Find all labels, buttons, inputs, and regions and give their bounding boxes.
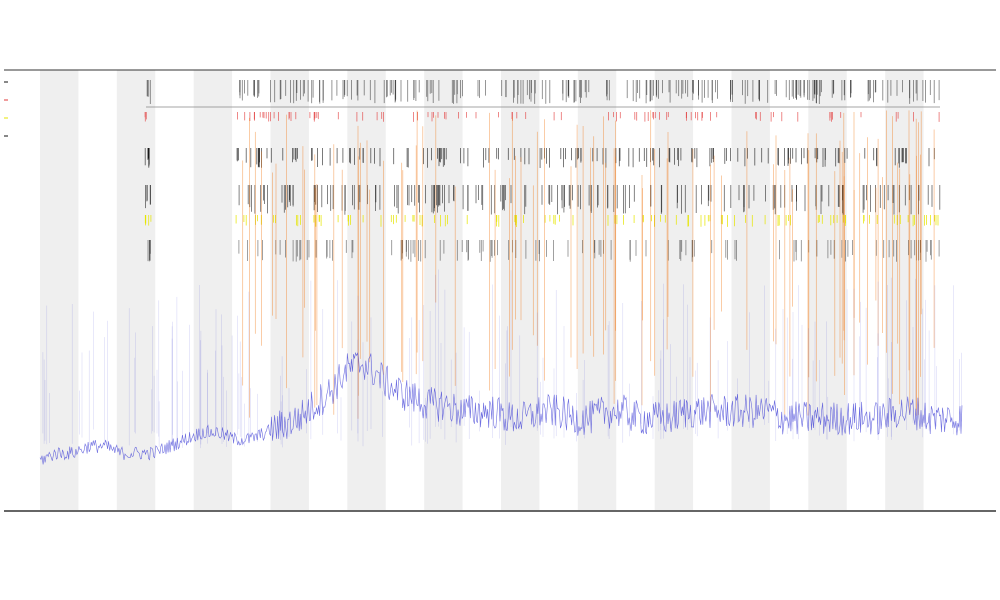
background-band	[808, 70, 847, 510]
background-band	[654, 70, 694, 510]
background-band	[885, 70, 924, 510]
background-band	[424, 70, 463, 510]
background-band	[501, 70, 540, 510]
background-band	[40, 70, 79, 510]
background-band	[347, 70, 386, 510]
background-band	[731, 70, 770, 510]
series-trace	[39, 351, 963, 465]
background-band	[577, 70, 617, 510]
background-band	[116, 70, 156, 510]
